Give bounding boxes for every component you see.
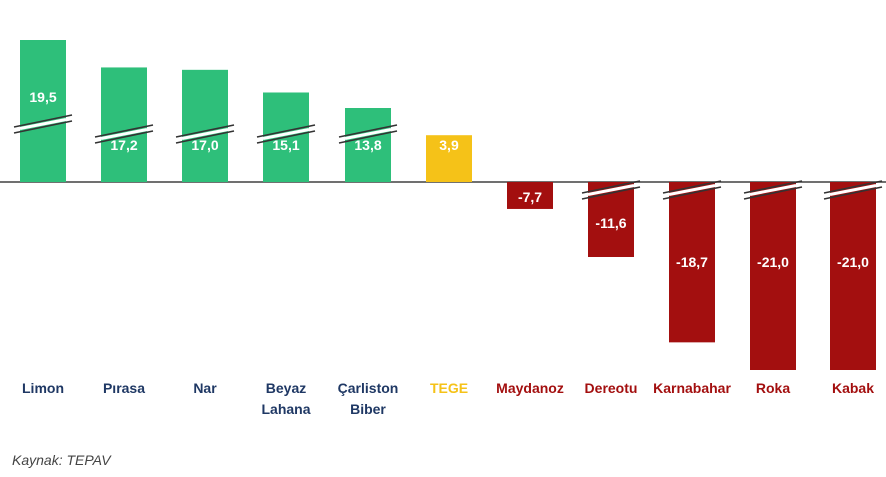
category-label-8: Dereotu — [585, 380, 638, 396]
axis-break-mark — [743, 180, 803, 194]
data-label-10: -21,0 — [757, 254, 789, 270]
source-note: Kaynak: TEPAV — [12, 452, 111, 468]
bar-chart: 19,5 17,2 17,0 15,1 13,8 3,9 -7,7 -11,6 -18,7 -21… — [0, 40, 886, 417]
data-label-4: 15,1 — [272, 137, 299, 153]
category-label-5: Biber — [350, 401, 386, 417]
axis-break-mark — [338, 124, 398, 138]
category-label-11: Kabak — [832, 380, 874, 396]
axis-break-gap — [587, 184, 635, 196]
axis-break-mark — [13, 120, 73, 134]
category-label-2: Pırasa — [103, 380, 145, 396]
category-label-4: Beyaz — [266, 380, 306, 396]
data-label-1: 19,5 — [29, 89, 56, 105]
axis-break-mark — [175, 130, 235, 144]
axis-break-mark — [581, 186, 641, 200]
data-label-9: -18,7 — [676, 254, 708, 270]
category-label-6: TEGE — [430, 380, 468, 396]
axis-break-mark — [823, 180, 883, 194]
axis-break-gap — [19, 118, 67, 130]
bars-group: 19,5 17,2 17,0 15,1 13,8 3,9 -7,7 -11,6 -18,7 -21… — [13, 40, 883, 370]
category-label-5: Çarliston — [338, 380, 399, 396]
axis-break-gap — [100, 128, 148, 140]
bar-10 — [750, 182, 796, 370]
bar-3 — [182, 69, 228, 182]
axis-break-mark — [94, 124, 154, 138]
bar-9 — [669, 182, 715, 343]
bar-2 — [101, 67, 147, 182]
axis-break-mark — [581, 180, 641, 194]
axis-break-gap — [829, 184, 877, 196]
axis-break-mark — [256, 130, 316, 144]
data-label-6: 3,9 — [439, 137, 459, 153]
axis-break-mark — [338, 130, 398, 144]
axis-break-mark — [662, 180, 722, 194]
axis-break-mark — [256, 124, 316, 138]
axis-break-mark — [13, 114, 73, 128]
axis-break-mark — [94, 130, 154, 144]
data-label-8: -11,6 — [595, 215, 626, 231]
category-label-4: Lahana — [261, 401, 310, 417]
bar-6 — [426, 135, 472, 182]
bar-11 — [830, 182, 876, 370]
bar-5 — [345, 108, 391, 182]
axis-break-gap — [344, 128, 392, 140]
data-label-5: 13,8 — [354, 137, 381, 153]
data-label-11: -21,0 — [837, 254, 869, 270]
bar-7 — [507, 182, 553, 209]
category-label-10: Roka — [756, 380, 790, 396]
axis-break-mark — [823, 186, 883, 200]
category-label-3: Nar — [193, 380, 217, 396]
data-label-3: 17,0 — [191, 137, 218, 153]
data-label-7: -7,7 — [518, 189, 542, 205]
category-label-7: Maydanoz — [496, 380, 564, 396]
axis-break-gap — [181, 128, 229, 140]
axis-break-gap — [668, 184, 716, 196]
category-labels-group: Limon Pırasa Nar Beyaz Lahana Çarliston Biber T… — [22, 380, 874, 417]
bar-1 — [20, 40, 66, 182]
axis-break-mark — [743, 186, 803, 200]
category-label-1: Limon — [22, 380, 64, 396]
axis-break-gap — [262, 128, 310, 140]
axis-break-gap — [749, 184, 797, 196]
axis-break-mark — [175, 124, 235, 138]
axis-break-mark — [662, 186, 722, 200]
category-label-9: Karnabahar — [653, 380, 731, 396]
data-label-2: 17,2 — [110, 137, 137, 153]
